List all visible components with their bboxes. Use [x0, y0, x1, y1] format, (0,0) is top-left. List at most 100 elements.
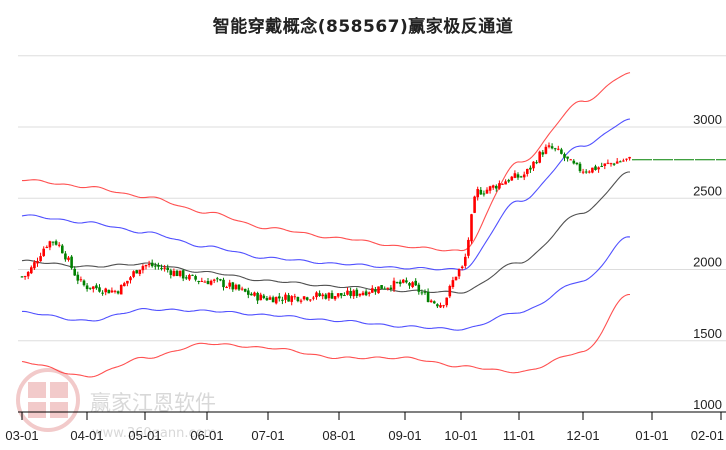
candle — [163, 267, 166, 269]
candle — [70, 256, 73, 269]
candle — [476, 189, 479, 198]
candle — [563, 154, 566, 158]
candle — [584, 171, 588, 173]
candle — [591, 167, 594, 173]
candle — [61, 245, 64, 254]
candle — [268, 297, 272, 300]
y-tick-label: 2000 — [693, 255, 722, 270]
candle — [501, 183, 504, 185]
candle — [234, 284, 238, 290]
channel-bands — [21, 72, 631, 378]
candle — [445, 297, 448, 306]
candle — [203, 281, 207, 283]
candle — [321, 294, 324, 297]
candle — [367, 292, 371, 294]
candle — [116, 291, 120, 294]
candle — [200, 280, 204, 282]
candle — [312, 297, 315, 299]
candle — [566, 156, 569, 159]
candle — [147, 264, 151, 266]
candle — [191, 274, 194, 276]
candle — [522, 174, 526, 178]
candle — [309, 299, 312, 301]
candle — [426, 291, 430, 303]
candle — [265, 298, 269, 301]
candle — [594, 166, 597, 170]
candle — [436, 304, 439, 307]
candle — [346, 290, 349, 295]
band-inner_lower — [22, 236, 631, 331]
candle — [222, 279, 225, 288]
candle — [169, 270, 173, 275]
candle — [417, 284, 421, 292]
candle — [507, 180, 510, 182]
candle — [386, 287, 390, 289]
candle — [488, 186, 492, 191]
candle — [178, 270, 182, 276]
candle — [315, 292, 318, 298]
candle — [135, 270, 138, 274]
candle — [250, 293, 253, 296]
candle — [79, 279, 83, 281]
candle — [259, 294, 262, 301]
watermark-text: 赢家江恩软件 — [90, 391, 216, 415]
candle — [327, 292, 331, 299]
candle — [457, 269, 461, 277]
candle — [23, 276, 27, 278]
candle — [101, 292, 104, 294]
candle — [57, 244, 61, 246]
candle — [302, 296, 306, 300]
candle — [247, 290, 250, 295]
candle — [588, 171, 591, 173]
x-tick-label: 08-01 — [322, 428, 355, 443]
candle — [33, 262, 36, 269]
candle — [516, 174, 520, 178]
candle — [361, 292, 365, 295]
candle — [454, 276, 458, 281]
candle — [575, 162, 579, 165]
candle — [110, 290, 114, 293]
candle — [206, 281, 210, 285]
candle — [95, 285, 98, 289]
candle — [510, 176, 514, 181]
candle — [324, 294, 328, 299]
x-tick-label: 09-01 — [388, 428, 421, 443]
candle — [54, 241, 58, 245]
candle — [526, 168, 529, 174]
candle — [411, 282, 414, 288]
candle — [73, 268, 76, 276]
candle — [212, 279, 216, 281]
candle — [550, 146, 554, 149]
candle — [104, 288, 107, 293]
candle — [64, 253, 67, 260]
candle — [262, 295, 266, 299]
candle — [498, 183, 501, 189]
band-outer_lower — [21, 293, 631, 378]
candle — [371, 288, 374, 293]
candle — [408, 283, 411, 286]
candle — [485, 189, 489, 194]
candle — [119, 284, 123, 295]
candle — [293, 296, 297, 298]
candle — [482, 193, 486, 195]
candle — [433, 301, 436, 304]
candle — [467, 239, 470, 256]
candle — [569, 159, 572, 161]
candle — [612, 163, 616, 165]
candle — [470, 214, 473, 242]
candle — [48, 241, 52, 248]
candle — [219, 279, 222, 281]
x-tick-label: 10-01 — [444, 428, 477, 443]
candle — [609, 163, 613, 165]
candle — [123, 283, 126, 287]
candle — [581, 171, 585, 173]
candle — [296, 296, 300, 302]
candle — [36, 260, 39, 264]
candle — [495, 185, 498, 189]
y-tick-label: 1000 — [693, 397, 722, 412]
gridlines — [18, 55, 726, 342]
candlesticks — [20, 142, 631, 309]
candle — [572, 160, 576, 164]
candle — [541, 152, 545, 155]
candle — [85, 285, 89, 290]
